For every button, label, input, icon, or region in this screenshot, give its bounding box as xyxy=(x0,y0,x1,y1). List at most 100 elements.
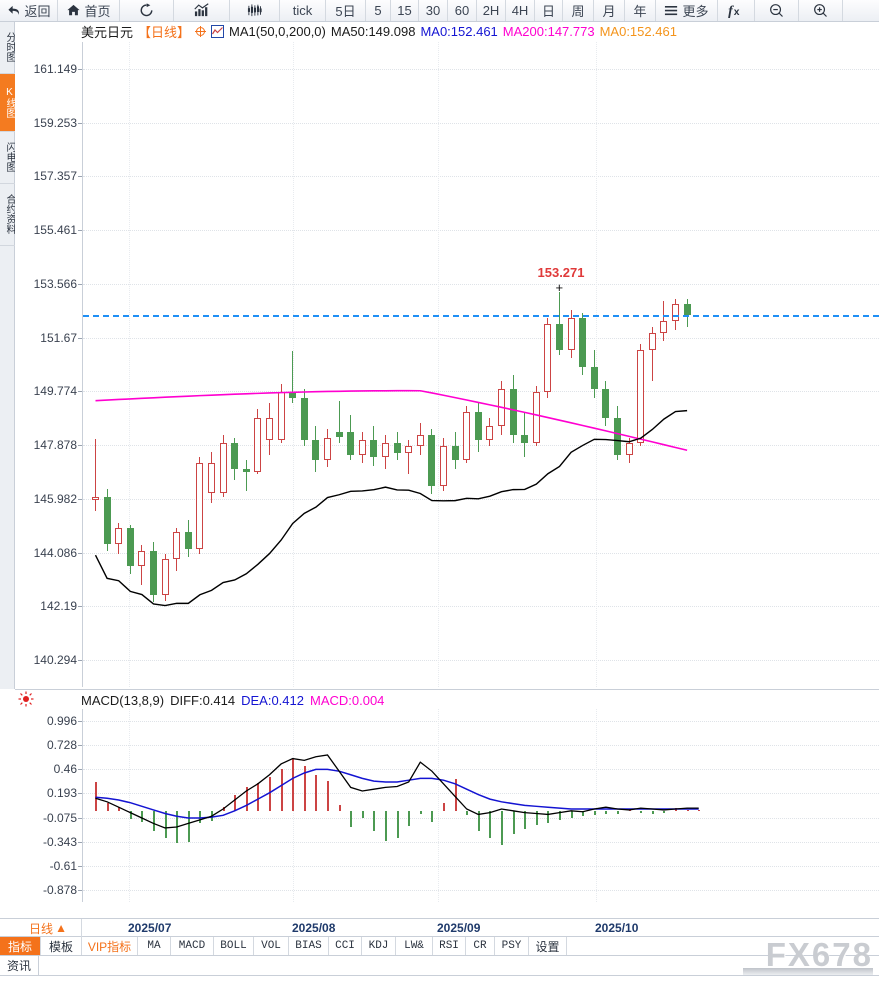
month-gridline xyxy=(596,42,597,687)
ind-settings[interactable]: 设置 xyxy=(529,937,567,955)
ind-indicators-label: 指标 xyxy=(7,939,32,954)
macd-panel[interactable]: MACD(13,8,9) DIFF:0.414 DEA:0.412 MACD:0… xyxy=(15,689,879,918)
macd-histogram-bar xyxy=(327,781,329,811)
candle-body xyxy=(625,443,633,455)
candlestick-button[interactable] xyxy=(230,0,280,21)
candle-body xyxy=(300,397,308,441)
price-tick xyxy=(78,391,82,393)
candle-body xyxy=(486,426,494,441)
rail-contract-info[interactable]: 合约资料 xyxy=(0,184,15,246)
rail-candle-chart[interactable]: K线图 xyxy=(0,74,15,132)
zoom-in-button[interactable] xyxy=(799,0,843,21)
macd-title: MACD(13,8,9) xyxy=(81,692,165,708)
ma200-line xyxy=(95,389,688,452)
tab-5min[interactable]: 5 xyxy=(366,0,391,21)
tab-year[interactable]: 年 xyxy=(625,0,656,21)
tab-news[interactable]: 资讯 xyxy=(0,956,40,976)
news-content-blank xyxy=(39,956,879,976)
ind-indicators[interactable]: 指标 xyxy=(0,937,41,955)
rail-intraday-chart[interactable]: 分时图 xyxy=(0,22,15,74)
month-gridline xyxy=(438,42,439,687)
ind-rsi[interactable]: RSI xyxy=(433,937,466,955)
macd-plot-area[interactable] xyxy=(82,709,879,902)
price-tick xyxy=(78,552,82,554)
ind-vip[interactable]: VIP指标 xyxy=(82,937,138,955)
tab-tick[interactable]: tick xyxy=(280,0,326,21)
back-button[interactable]: 返回 xyxy=(0,0,58,21)
news-row: 资讯 xyxy=(0,956,879,989)
price-tick xyxy=(78,176,82,178)
more-button-label: 更多 xyxy=(682,4,709,19)
macd-histogram-bar xyxy=(338,805,341,811)
timeframe-chip[interactable]: 日线 ▲ xyxy=(15,919,82,937)
price-gridline xyxy=(83,122,879,124)
candle-body xyxy=(416,434,424,446)
timeframe-chip-label: 日线 xyxy=(29,921,54,936)
candle-body xyxy=(242,468,250,472)
macd-histogram-bar xyxy=(361,810,364,819)
home-button[interactable]: 首页 xyxy=(58,0,120,21)
tab-week[interactable]: 周 xyxy=(563,0,594,21)
ind-boll-label: BOLL xyxy=(220,940,247,952)
ind-cr-label: CR xyxy=(473,940,487,952)
tab-30min[interactable]: 30 xyxy=(419,0,448,21)
price-tick-label: 147.878 xyxy=(33,438,77,453)
tab-day[interactable]: 日 xyxy=(535,0,563,21)
price-tick-label: 144.086 xyxy=(33,545,77,560)
candle-body xyxy=(532,392,540,444)
tab-month[interactable]: 月 xyxy=(594,0,625,21)
macd-histogram-bar xyxy=(651,810,654,814)
ind-macd-label: MACD xyxy=(178,940,206,952)
candle-wick xyxy=(338,400,340,444)
ind-bias[interactable]: BIAS xyxy=(289,937,329,955)
zoom-out-button[interactable] xyxy=(755,0,799,21)
price-chart-panel[interactable]: 美元日元 【日线】 MA1(50,0,200,0) MA50:149.098 M… xyxy=(15,22,879,689)
candle-body xyxy=(312,440,320,461)
refresh-button[interactable] xyxy=(120,0,174,21)
candle-body xyxy=(382,443,389,458)
price-plot-area[interactable]: 153.271 + xyxy=(82,42,879,687)
month-gridline xyxy=(293,42,294,687)
ind-lwr[interactable]: LW& xyxy=(396,937,433,955)
tab-30min-label: 30 xyxy=(425,3,441,18)
more-button[interactable]: 更多 xyxy=(656,0,718,21)
crosshair-toggle-icon[interactable] xyxy=(195,25,207,37)
macd-histogram-bar xyxy=(663,810,666,813)
tab-news-label: 资讯 xyxy=(7,959,32,973)
ind-templates[interactable]: 模板 xyxy=(41,937,82,955)
price-gridline xyxy=(83,606,879,608)
rail-candle-chart-label: K线图 xyxy=(4,86,15,118)
home-icon xyxy=(66,3,81,18)
tab-4h[interactable]: 4H xyxy=(506,0,535,21)
candle-wick xyxy=(292,351,294,404)
ind-cr[interactable]: CR xyxy=(466,937,495,955)
ind-ma[interactable]: MA xyxy=(138,937,171,955)
macd-histogram-bar xyxy=(141,810,144,822)
macd-histogram-bar xyxy=(315,774,318,811)
candle-body xyxy=(196,463,204,550)
macd-tick xyxy=(78,793,82,795)
ma-settings-icon[interactable] xyxy=(211,24,225,38)
rail-lightning-chart[interactable]: 闪电图 xyxy=(0,132,15,184)
ind-cci[interactable]: CCI xyxy=(329,937,362,955)
tab-60min[interactable]: 60 xyxy=(448,0,477,21)
macd-histogram-bar xyxy=(245,787,248,811)
macd-axis[interactable]: 0.996 0.728 0.46 0.193 -0.075 -0.343 -0.61 -0.8… xyxy=(15,690,82,918)
candle-body xyxy=(451,446,459,461)
candle-body xyxy=(509,389,517,435)
candle-wick xyxy=(95,438,96,512)
price-axis[interactable]: 161.149 159.253 157.357 155.461 153.566 151.6… xyxy=(15,22,82,689)
ind-kdj[interactable]: KDJ xyxy=(362,937,396,955)
candle-body xyxy=(393,443,401,454)
tab-2h[interactable]: 2H xyxy=(477,0,506,21)
ind-macd[interactable]: MACD xyxy=(171,937,214,955)
ind-psy[interactable]: PSY xyxy=(495,937,529,955)
bar-chart-button[interactable] xyxy=(174,0,230,21)
sun-icon[interactable] xyxy=(18,691,34,707)
tab-5day[interactable]: 5日 xyxy=(326,0,366,21)
candle-body xyxy=(428,434,436,486)
ind-vol[interactable]: VOL xyxy=(254,937,289,955)
ind-boll[interactable]: BOLL xyxy=(214,937,254,955)
tab-15min[interactable]: 15 xyxy=(391,0,419,21)
